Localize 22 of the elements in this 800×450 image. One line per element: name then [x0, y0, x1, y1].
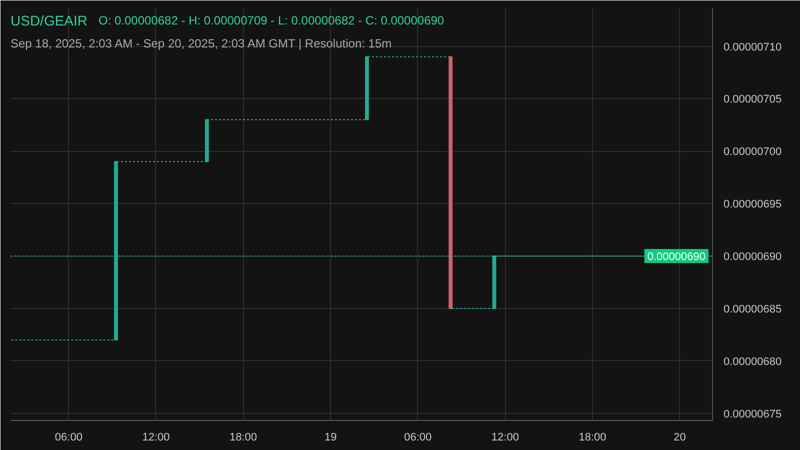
candlestick: [492, 256, 496, 309]
text: Sep 18, 2025, 2:03 AM - Sep 20, 2025, 2:03 AM GMT | Resolution: 15m: [10, 36, 392, 50]
x-tick-label: 12:00: [491, 432, 519, 444]
candlestick: [204, 119, 209, 162]
y-tick-label: 0.00000675: [724, 408, 782, 420]
y-tick-label: 0.00000690: [724, 251, 782, 264]
x-tick-label: 18:00: [230, 432, 258, 444]
x-tick-label: 06:00: [404, 432, 432, 444]
y-tick-label: 0.00000705: [724, 94, 782, 106]
y-tick-label: 0.00000680: [724, 356, 782, 368]
x-tick-label: 18:00: [578, 432, 606, 444]
x-tick-label: 20: [674, 432, 686, 444]
x-tick-label: 06:00: [54, 432, 82, 444]
y-tick-label: 0.00000700: [724, 146, 782, 158]
ref-line-label: 0.00000690: [647, 251, 706, 264]
x-tick-label: 12:00: [142, 432, 170, 444]
x-tick-label: 19: [324, 432, 337, 444]
y-tick-label: 0.00000685: [724, 303, 782, 316]
y-tick-label: 0.00000710: [724, 41, 782, 54]
annotation: O: 0.00000682 - H: 0.00000709 - L: 0.00000682 - C: 0.00000690: [98, 14, 444, 28]
y-tick-label: 0.00000695: [724, 198, 782, 211]
chart-title: USD/GEAIR: [10, 12, 88, 28]
